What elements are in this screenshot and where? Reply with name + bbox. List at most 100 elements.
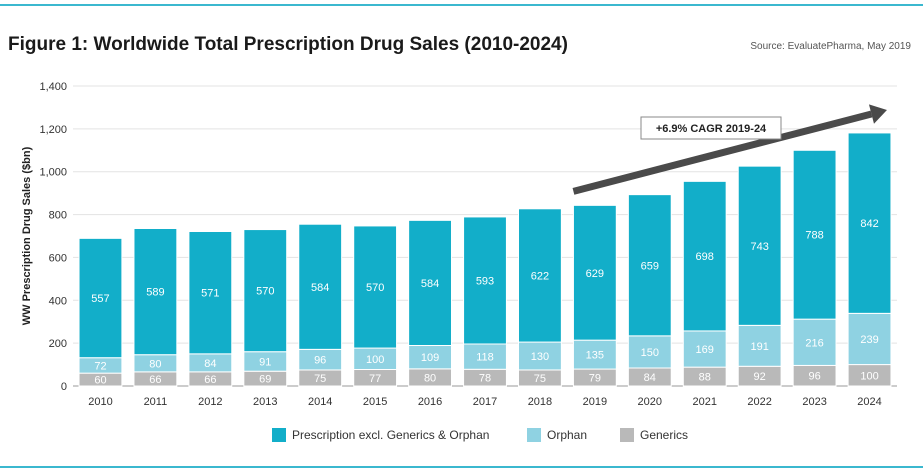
y-tick-label: 200 [49, 338, 67, 350]
y-tick-label: 800 [49, 210, 67, 222]
legend-swatch [272, 428, 286, 442]
source-note: Source: EvaluatePharma, May 2019 [750, 41, 911, 52]
legend: Prescription excl. Generics & Orphan Orph… [272, 428, 688, 442]
x-tick-label: 2020 [638, 396, 662, 408]
y-tick-label: 400 [49, 295, 67, 307]
bar-segment [682, 180, 727, 332]
bar-segment [408, 219, 452, 347]
bar-segment [572, 339, 617, 370]
bar-value-label: 570 [366, 282, 384, 294]
bar-value-label: 743 [750, 241, 768, 253]
bar-segment [792, 318, 837, 366]
bar-value-label: 589 [146, 287, 164, 299]
x-tick-label: 2014 [308, 396, 332, 408]
bar-segment [627, 335, 672, 369]
bar-value-label: 66 [149, 374, 161, 386]
cagr-arrow-shaft [572, 110, 873, 195]
x-tick-label: 2013 [253, 396, 277, 408]
bar-value-label: 557 [91, 293, 109, 305]
bar-value-label: 239 [860, 334, 878, 346]
bar-segment [133, 228, 178, 356]
top-rule [0, 4, 923, 6]
bar-value-label: 118 [476, 352, 494, 364]
bar-value-label: 84 [644, 372, 656, 384]
bar-segment [627, 194, 672, 337]
bar-value-label: 92 [754, 371, 766, 383]
x-tick-label: 2024 [857, 396, 881, 408]
bar-value-label: 91 [259, 356, 271, 368]
x-tick-label: 2011 [144, 396, 168, 408]
y-axis-ticks: 0 200 400 600 800 1,000 1,200 1,400 [39, 81, 67, 393]
bar-segment [847, 132, 892, 314]
bar-value-label: 100 [366, 354, 384, 366]
bar-segment [353, 225, 398, 349]
bar-value-label: 584 [311, 282, 329, 294]
bar-segment [518, 341, 562, 371]
bar-value-label: 593 [476, 275, 494, 287]
cagr-callout-box [640, 116, 782, 140]
bar-value-label: 216 [805, 337, 823, 349]
legend-swatch [527, 428, 541, 442]
x-tick-label: 2016 [418, 396, 442, 408]
bottom-rule [0, 466, 923, 468]
x-tick-label: 2018 [528, 396, 552, 408]
bar-value-label: 698 [696, 251, 714, 263]
bar-value-label: 78 [479, 373, 491, 385]
legend-label: Prescription excl. Generics & Orphan [292, 428, 489, 442]
bar-value-label: 72 [94, 360, 106, 372]
bar-segment [792, 149, 837, 320]
bar-value-label: 66 [204, 374, 216, 386]
bar-value-label: 84 [204, 358, 216, 370]
y-tick-label: 1,000 [39, 167, 67, 179]
bar-segment [518, 208, 562, 343]
cagr-annotation: +6.9% CAGR 2019-24 [572, 104, 887, 195]
bar-value-label: 622 [531, 270, 549, 282]
bar-segment [463, 216, 507, 345]
bar-value-label: 77 [369, 373, 381, 385]
bar-value-label: 60 [94, 375, 106, 387]
bar-segment [737, 165, 782, 326]
x-tick-label: 2010 [88, 396, 112, 408]
bar-segment [682, 330, 727, 368]
x-tick-label: 2017 [473, 396, 497, 408]
bar-value-label: 96 [808, 371, 820, 383]
legend-swatch [620, 428, 634, 442]
x-tick-label: 2021 [692, 396, 716, 408]
bar-value-label: 75 [534, 373, 546, 385]
bar-segment [572, 204, 617, 341]
bar-value-label: 79 [589, 373, 601, 385]
bar-value-label: 80 [424, 372, 436, 384]
y-tick-label: 0 [61, 381, 67, 393]
bar-value-label: 150 [641, 347, 659, 359]
bar-value-label: 88 [699, 372, 711, 384]
bar-value-label: 584 [421, 278, 439, 290]
x-axis-ticks: 2010 2011 2012 2013 2014 2015 2016 2017 2018 2019… [88, 396, 882, 408]
x-tick-label: 2022 [747, 396, 771, 408]
bar-value-label: 570 [256, 286, 274, 298]
chart-title: Figure 1: Worldwide Total Prescription D… [8, 34, 568, 55]
bar-value-label: 629 [586, 268, 604, 280]
bar-value-label: 69 [259, 374, 271, 386]
bar-value-label: 96 [314, 355, 326, 367]
bar-segment [298, 223, 343, 350]
legend-label: Orphan [547, 428, 587, 442]
y-tick-label: 600 [49, 252, 67, 264]
x-tick-label: 2015 [363, 396, 387, 408]
bar-segment [243, 229, 288, 353]
bar-value-label: 169 [696, 344, 714, 356]
bar-value-label: 659 [641, 260, 659, 272]
x-tick-label: 2012 [198, 396, 222, 408]
legend-label: Generics [640, 428, 688, 442]
y-axis-label: WW Prescription Drug Sales ($bn) [21, 146, 33, 325]
bars: 60 72 557 66 80 589 66 84 571 69 91 570 75 96 584 77 100… [78, 132, 892, 387]
bar-value-label: 130 [531, 351, 549, 363]
bar-segment [847, 312, 892, 366]
bar-value-label: 75 [314, 373, 326, 385]
bar-segment [463, 343, 507, 370]
cagr-callout-text: +6.9% CAGR 2019-24 [656, 123, 767, 135]
bar-value-label: 842 [860, 218, 878, 230]
bar-value-label: 571 [201, 288, 219, 300]
bar-segment [78, 237, 123, 359]
bar-value-label: 80 [149, 358, 161, 370]
